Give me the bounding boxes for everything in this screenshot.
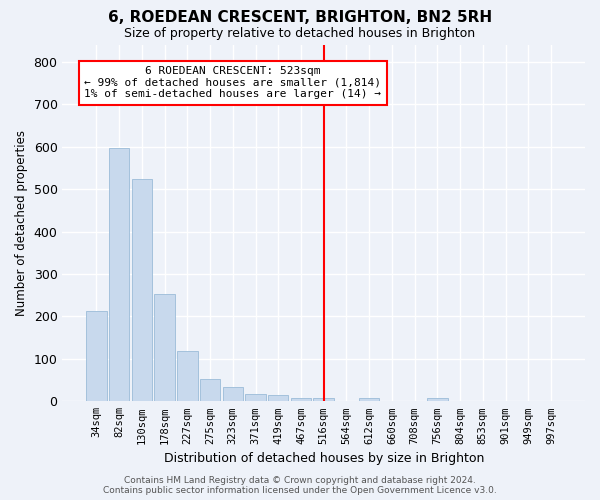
Bar	[245, 394, 266, 402]
Text: Size of property relative to detached houses in Brighton: Size of property relative to detached ho…	[124, 28, 476, 40]
Bar	[223, 388, 243, 402]
Bar	[131, 180, 152, 402]
Bar	[291, 398, 311, 402]
X-axis label: Distribution of detached houses by size in Brighton: Distribution of detached houses by size …	[164, 452, 484, 465]
Bar	[177, 352, 197, 402]
Bar	[313, 398, 334, 402]
Bar	[86, 311, 107, 402]
Bar	[427, 398, 448, 402]
Bar	[268, 396, 289, 402]
Bar	[200, 379, 220, 402]
Bar	[109, 148, 130, 402]
Text: 6, ROEDEAN CRESCENT, BRIGHTON, BN2 5RH: 6, ROEDEAN CRESCENT, BRIGHTON, BN2 5RH	[108, 10, 492, 25]
Bar	[359, 398, 379, 402]
Bar	[154, 294, 175, 402]
Text: 6 ROEDEAN CRESCENT: 523sqm
← 99% of detached houses are smaller (1,814)
1% of se: 6 ROEDEAN CRESCENT: 523sqm ← 99% of deta…	[84, 66, 381, 100]
Text: Contains HM Land Registry data © Crown copyright and database right 2024.
Contai: Contains HM Land Registry data © Crown c…	[103, 476, 497, 495]
Y-axis label: Number of detached properties: Number of detached properties	[15, 130, 28, 316]
